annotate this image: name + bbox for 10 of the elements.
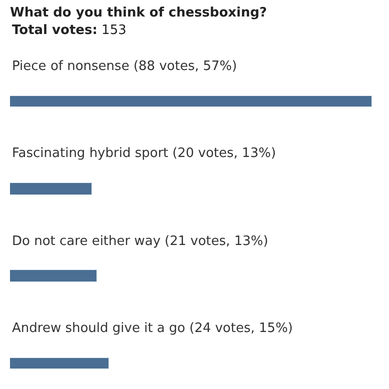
bar bbox=[10, 358, 109, 369]
chart-subtitle: Total votes: 153 bbox=[12, 23, 126, 38]
bar bbox=[10, 96, 372, 107]
y-tick-label: Do not care either way (21 votes, 13%) bbox=[12, 234, 268, 249]
bar bbox=[10, 182, 92, 195]
y-tick-label: Piece of nonsense (88 votes, 57%) bbox=[12, 59, 237, 74]
chart-title: What do you think of chessboxing? bbox=[10, 6, 267, 21]
y-tick-label: Fascinating hybrid sport (20 votes, 13%) bbox=[12, 146, 276, 161]
y-tick-label: Andrew should give it a go (24 votes, 15%) bbox=[12, 321, 293, 336]
bar bbox=[10, 270, 97, 282]
